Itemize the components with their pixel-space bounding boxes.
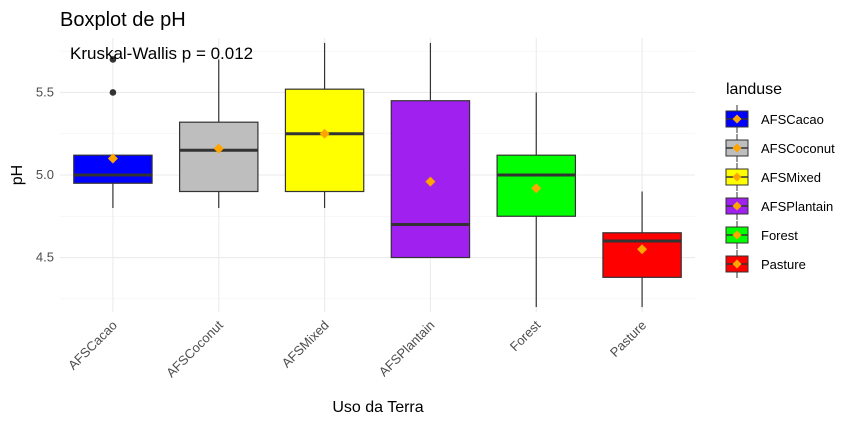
mean-marker <box>425 176 436 187</box>
mean-marker <box>213 143 224 154</box>
grid <box>60 38 695 312</box>
outlier-point <box>109 56 117 63</box>
legend-label: AFSCacao <box>761 112 824 127</box>
legend-title: landuse <box>726 81 782 98</box>
x-axis-ticks: AFSCacao AFSCoconut AFSMixed AFSPlantain For… <box>65 317 649 380</box>
box-afsplantain <box>390 42 471 259</box>
box-afscoconut <box>178 59 259 209</box>
legend-label: Forest <box>761 228 798 243</box>
legend-key-mean <box>732 230 742 240</box>
mean-marker <box>531 183 542 194</box>
x-tick-label: AFSCoconut <box>163 317 226 380</box>
legend-label: AFSCoconut <box>761 141 835 156</box>
legend-label: Pasture <box>761 257 806 272</box>
legend-label: AFSMixed <box>761 170 821 185</box>
x-tick-label: Forest <box>507 317 544 354</box>
outlier-point <box>109 89 117 96</box>
boxes <box>73 42 682 308</box>
mean-marker <box>637 244 648 255</box>
y-tick-label: 5.0 <box>36 167 54 182</box>
legend-key-mean <box>732 259 742 269</box>
mean-marker <box>319 128 330 139</box>
x-tick-label: Pasture <box>607 318 649 360</box>
x-axis-title: Uso da Terra <box>332 399 423 416</box>
box-afscacao <box>73 56 153 209</box>
legend-item-afsplantain: AFSPlantain <box>725 192 833 220</box>
y-tick-label: 5.5 <box>36 84 54 99</box>
legend-item-pasture: Pasture <box>725 250 806 278</box>
box-forest <box>496 92 577 308</box>
y-axis-ticks: 4.5 5.0 5.5 <box>36 84 54 264</box>
legend-key-mean <box>732 143 742 153</box>
y-tick-label: 4.5 <box>36 250 54 265</box>
legend-item-afsmixed: AFSMixed <box>725 163 821 191</box>
box-body <box>284 88 365 193</box>
legend-label: AFSPlantain <box>761 199 833 214</box>
x-tick-label: AFSCacao <box>65 318 120 373</box>
legend-key-mean <box>732 172 742 182</box>
box-pasture <box>602 191 682 308</box>
legend-key-mean <box>732 114 742 124</box>
box-body <box>178 121 259 193</box>
mean-marker <box>107 153 118 164</box>
box-body <box>602 232 682 278</box>
x-tick-label: AFSPlantain <box>376 318 438 380</box>
legend-item-afscacao: AFSCacao <box>725 105 824 133</box>
kruskal-wallis-annotation: Kruskal-Wallis p = 0.012 <box>70 44 253 63</box>
legend-key-mean <box>732 201 742 211</box>
legend: landuse AFSCacao AFSCoconut AFSMixed AFSPla… <box>725 81 835 278</box>
box-body <box>73 154 153 184</box>
box-afsmixed <box>284 42 365 209</box>
y-axis-title: pH <box>9 165 26 185</box>
chart-title: Boxplot de pH <box>60 9 186 31</box>
legend-item-forest: Forest <box>725 221 798 249</box>
x-tick-label: AFSMixed <box>279 318 332 371</box>
legend-item-afscoconut: AFSCoconut <box>725 134 835 162</box>
